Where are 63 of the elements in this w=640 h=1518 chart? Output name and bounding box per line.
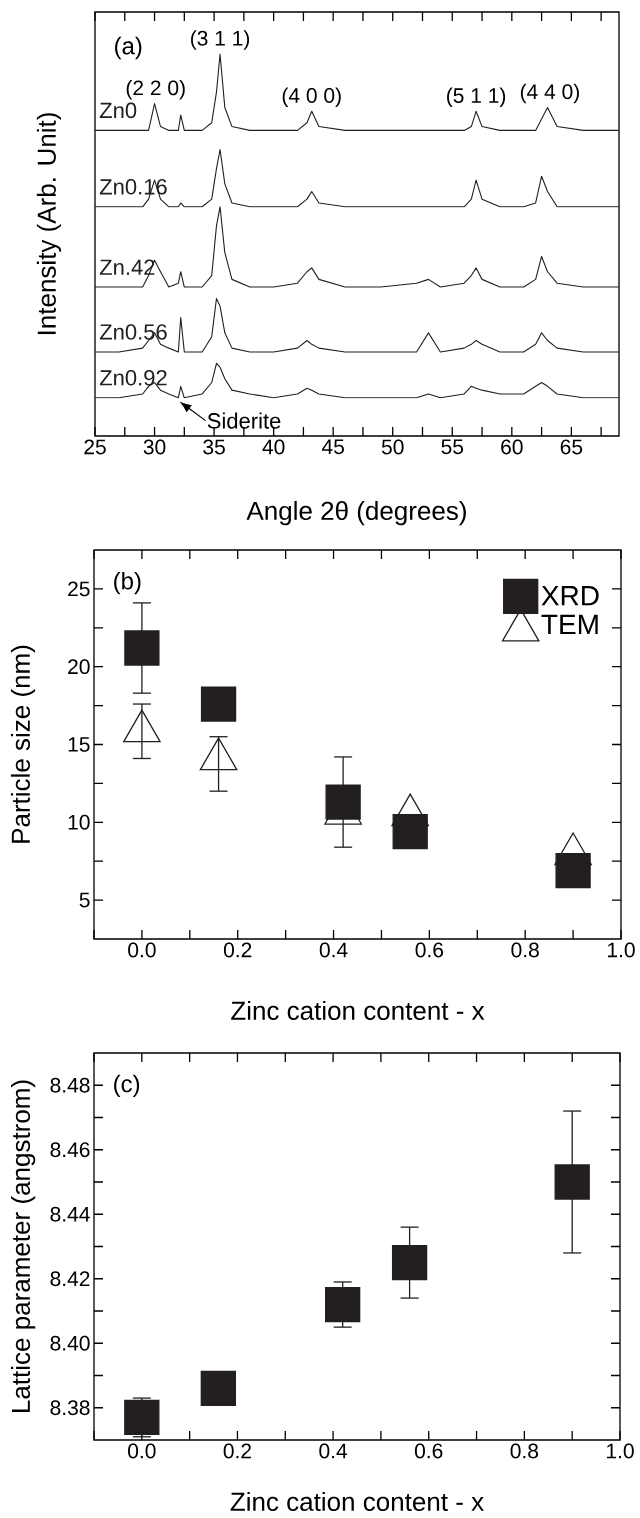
y-axis-title: Lattice parameter (angstrom) [11,1080,36,1412]
point [123,709,161,743]
x-tick-label: 40 [262,439,285,455]
annotation: (b) [114,571,141,595]
point [325,1286,361,1323]
series-label: Zn0.56 [99,324,167,340]
x-tick-label: 0.8 [511,942,539,958]
annotation: (3 1 1) [191,30,250,50]
annotation: (5 1 1) [447,87,506,108]
x-tick-label: 55 [441,439,464,455]
x-tick-label: 0.6 [415,942,444,958]
y-tick-label: 10 [68,814,90,830]
x-tick-label: 0.2 [223,1443,251,1459]
x-tick-label: 45 [321,439,344,455]
y-tick-label: 8.38 [50,1400,90,1416]
y-tick-label: 8.46 [50,1142,90,1158]
x-tick-label: 65 [560,439,583,455]
x-axis-title: Angle 2θ (degrees) [246,501,466,526]
series-label: Zn0.92 [99,370,167,386]
x-tick-label: 0.2 [223,942,252,958]
y-axis-title: Particle size (nm) [10,645,36,843]
point [554,1164,590,1200]
legend-label: XRD [541,586,599,606]
annotation: (a) [115,36,142,60]
y-tick-label: 5 [79,892,90,908]
x-tick-label: 1.0 [608,942,635,958]
x-axis-title: Zinc cation content - x [230,1491,484,1511]
x-axis-title: Zinc cation content - x [231,1000,485,1020]
x-tick-label: 1.0 [607,1443,634,1459]
point [124,1399,160,1436]
x-tick-label: 25 [84,439,106,455]
y-tick-label: 8.48 [50,1077,90,1093]
point [124,630,160,666]
x-tick-label: 0.0 [128,942,156,958]
x-tick-label: 30 [143,439,166,455]
y-tick-label: 8.42 [50,1271,90,1287]
x-tick-label: 0.4 [319,942,348,958]
x-tick-label: 0.0 [128,1443,156,1459]
point [325,784,361,820]
y-tick-label: 20 [68,659,90,675]
y-axis-title: Intensity (Arb. Unit) [36,113,62,335]
y-tick-label: 25 [68,581,90,597]
x-tick-label: 50 [381,439,404,455]
x-tick-label: 0.6 [414,1443,443,1459]
point [391,1244,428,1281]
annotation: (2 2 0) [126,79,185,100]
series-label: Zn0 [99,102,137,119]
y-tick-label: 8.44 [50,1206,90,1222]
x-tick-label: 0.8 [510,1443,539,1459]
x-tick-label: 35 [203,439,225,455]
point [392,813,428,850]
annotation: (c) [114,1074,140,1098]
annotation: Siderite [207,412,281,429]
x-tick-label: 60 [501,439,523,455]
legend-label: TEM [541,614,598,635]
point [200,1370,236,1407]
x-tick-label: 0.4 [319,1443,348,1459]
y-tick-label: 15 [68,737,90,752]
annotation: (4 4 0) [520,83,579,104]
point [200,686,237,722]
point [555,852,591,889]
annotation: (4 0 0) [282,87,341,108]
y-tick-label: 8.40 [50,1335,90,1351]
